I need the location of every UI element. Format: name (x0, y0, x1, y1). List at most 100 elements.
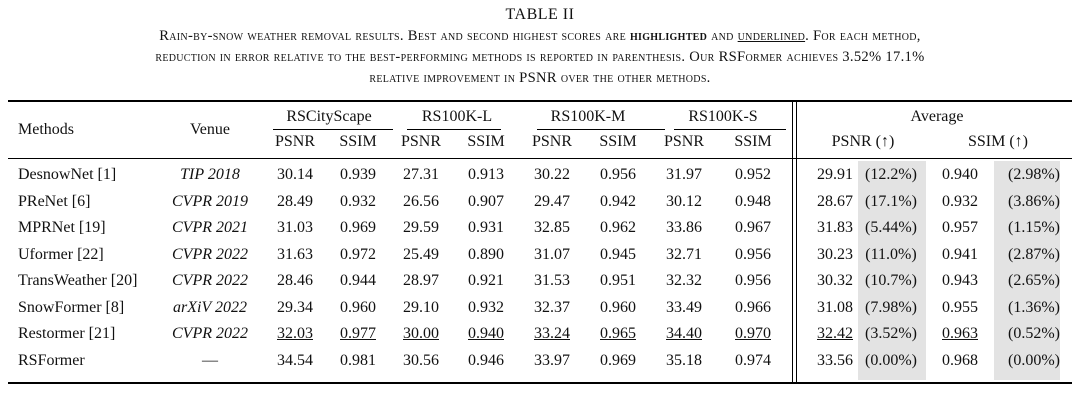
cell: 29.34 (277, 298, 313, 316)
cell: 34.40 (654, 321, 714, 348)
results-table: Methods Venue RSCityScape RS100K-L RS100… (8, 104, 1072, 374)
cell: 28.46 (277, 272, 313, 290)
cell: 28.49 (277, 192, 313, 210)
cell: 29.59 (403, 219, 439, 237)
group-rs100k-m: RS100K-M (550, 107, 626, 125)
caption-line2-b: achieves 3.52% 17.1% (786, 49, 925, 65)
col-ssim: SSIM (467, 133, 505, 150)
avg-ssim-rel: (3.86%) (1008, 192, 1060, 210)
group-underline-rs100k-m (537, 129, 665, 130)
cell: 0.956 (735, 272, 771, 290)
venue: TIP 2018 (180, 166, 240, 184)
group-rs100k-s: RS100K-S (688, 107, 758, 125)
caption-line1-b: . For each method, (805, 28, 921, 44)
cell: 0.972 (340, 245, 376, 263)
avg-psnr: 30.32 (817, 272, 853, 290)
cell: 0.932 (468, 298, 504, 316)
col-ssim: SSIM (339, 133, 377, 150)
avg-ssim: 0.968 (942, 351, 978, 369)
divider-line-2 (796, 102, 797, 382)
venue: arXiV 2022 (173, 298, 247, 316)
cell: 0.960 (600, 298, 636, 316)
second-best-value: 0.940 (468, 325, 504, 343)
cell: 0.907 (468, 192, 504, 210)
second-best-value: 34.40 (666, 325, 702, 343)
cell: 32.71 (666, 245, 702, 263)
table-row: SnowFormer [8] arXiV 2022 29.34 0.960 29… (8, 295, 1072, 322)
method-name: Restormer [21] (18, 325, 116, 343)
avg-psnr: 29.91 (817, 166, 853, 184)
caption-line3: relative improvement in PSNR over the ot… (369, 70, 711, 86)
venue: CVPR 2019 (172, 192, 248, 210)
group-average: Average (910, 107, 964, 125)
col-psnr: PSNR (663, 133, 705, 150)
cell: 32.85 (534, 219, 570, 237)
avg-ssim: 0.963 (924, 321, 996, 348)
table-row: MPRNet [19] CVPR 2021 31.03 0.969 29.59 … (8, 215, 1072, 242)
best-value: 0.981 (340, 351, 376, 369)
cell: 0.977 (324, 321, 392, 348)
venue: — (202, 351, 218, 369)
avg-psnr-rel: (10.7%) (865, 272, 917, 290)
table-row: DesnowNet [1] TIP 2018 30.14 0.939 27.31… (8, 155, 1072, 189)
best-value: 33.97 (534, 351, 570, 369)
table-caption-title: TABLE II (505, 6, 575, 23)
table-row: Restormer [21] CVPR 2022 32.03 0.977 30.… (8, 321, 1072, 348)
cell: 29.47 (534, 192, 570, 210)
avg-psnr-shade (858, 161, 926, 380)
cell: 0.890 (468, 245, 504, 263)
avg-ssim: 0.940 (942, 166, 978, 184)
avg-psnr-rel: (11.0%) (865, 245, 917, 263)
method-name: TransWeather [20] (18, 272, 138, 290)
avg-ssim-rel: (2.87%) (1008, 245, 1060, 263)
cell: 31.53 (534, 272, 570, 290)
group-rscityscape: RSCityScape (286, 107, 372, 125)
cell: 29.10 (403, 298, 439, 316)
table-row: Uformer [22] CVPR 2022 31.63 0.972 25.49… (8, 242, 1072, 269)
avg-ssim: 0.955 (942, 298, 978, 316)
avg-ssim: 0.957 (942, 219, 978, 237)
cell: 0.921 (468, 272, 504, 290)
cell: 33.49 (666, 298, 702, 316)
cell: 25.49 (403, 245, 439, 263)
second-best-value: 0.963 (942, 325, 978, 343)
avg-psnr: 31.83 (817, 219, 853, 237)
divider-line-1 (792, 102, 793, 382)
best-value: 34.54 (277, 351, 313, 369)
col-avg-psnr: PSNR (↑) (831, 133, 895, 150)
avg-psnr-rel: (0.00%) (865, 351, 917, 369)
cell: 32.37 (534, 298, 570, 316)
cell: 32.03 (266, 321, 324, 348)
second-best-value: 0.970 (735, 325, 771, 343)
col-avg-ssim: SSIM (↑) (967, 133, 1028, 150)
cell: 0.960 (340, 298, 376, 316)
cell: 0.944 (340, 272, 376, 290)
venue: CVPR 2022 (172, 245, 248, 263)
group-underline-rs100k-l (407, 129, 501, 130)
best-value: 0.974 (735, 351, 771, 369)
caption-rsformer: RSFormer (718, 49, 783, 65)
caption-line2: reduction in error relative to the best-… (155, 49, 715, 65)
avg-ssim-rel: (0.52%) (1008, 325, 1060, 343)
cell: 30.22 (534, 166, 570, 184)
cell: 30.00 (392, 321, 450, 348)
avg-ssim-rel: (0.00%) (1008, 351, 1060, 369)
cell: 31.97 (666, 166, 702, 184)
top-rule (8, 100, 1072, 102)
cell: 0.939 (340, 166, 376, 184)
avg-psnr: 28.67 (817, 192, 853, 210)
group-rs100k-l: RS100K-L (421, 107, 493, 125)
cell: 0.945 (600, 245, 636, 263)
cell: 31.03 (277, 219, 313, 237)
venue: CVPR 2022 (172, 272, 248, 290)
cell: 0.956 (735, 245, 771, 263)
cell: 33.24 (522, 321, 582, 348)
avg-psnr-rel: (17.1%) (865, 192, 917, 210)
col-psnr: PSNR (531, 133, 573, 150)
cell: 0.970 (714, 321, 792, 348)
cell: 0.913 (468, 166, 504, 184)
avg-ssim-rel: (2.98%) (1008, 166, 1060, 184)
cell: 0.942 (600, 192, 636, 210)
cell: 0.965 (582, 321, 654, 348)
second-best-value: 33.24 (534, 325, 570, 343)
